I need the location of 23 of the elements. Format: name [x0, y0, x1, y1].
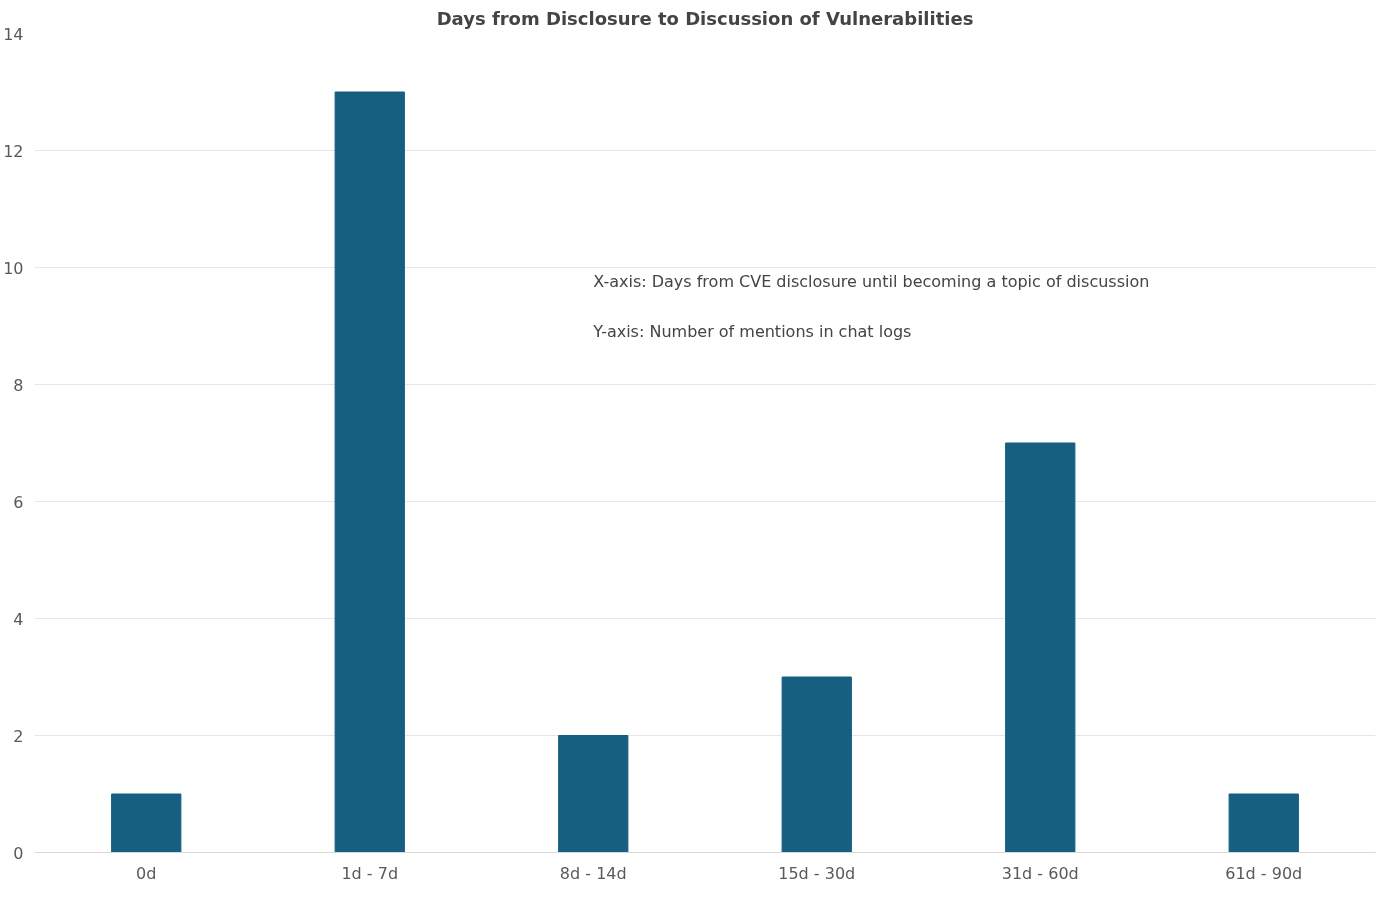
- bar: [1005, 442, 1076, 853]
- annotation: Y-axis: Number of mentions in chat logs: [592, 321, 912, 341]
- x-tick-label: 31d - 60d: [1001, 863, 1079, 883]
- y-tick-label: 4: [13, 609, 24, 629]
- x-tick-label: 8d - 14d: [559, 863, 627, 883]
- chart-title: Days from Disclosure to Discussion of Vulnerabilities: [436, 7, 974, 29]
- x-tick-label: 1d - 7d: [341, 863, 399, 883]
- bar: [781, 676, 852, 853]
- y-tick-label: 8: [13, 375, 24, 395]
- y-tick-label: 14: [3, 24, 24, 44]
- bar: [558, 735, 629, 853]
- y-tick-label: 10: [3, 258, 24, 278]
- bar: [334, 91, 405, 853]
- y-tick-label: 6: [13, 492, 24, 512]
- y-tick-label: 0: [13, 843, 24, 863]
- y-tick-label: 2: [13, 726, 24, 746]
- x-tick-label: 15d - 30d: [778, 863, 856, 883]
- y-tick-label: 12: [3, 141, 24, 161]
- bar: [1228, 793, 1299, 853]
- annotation: X-axis: Days from CVE disclosure until becoming a topic of discussion: [593, 271, 1150, 291]
- x-tick-label: 0d: [136, 863, 157, 883]
- x-tick-label: 61d - 90d: [1225, 863, 1303, 883]
- bar: [111, 793, 182, 853]
